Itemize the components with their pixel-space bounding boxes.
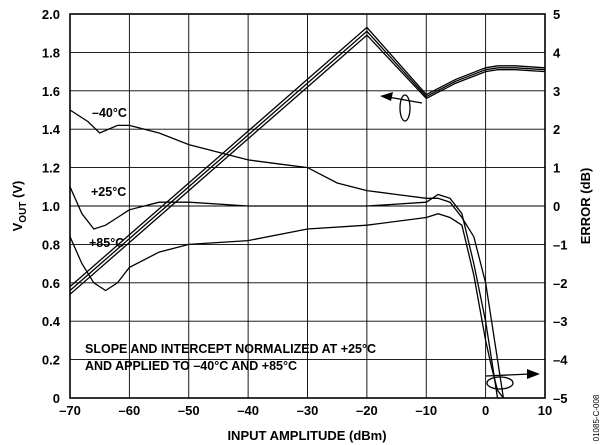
y2-tick-label: –4 (553, 353, 568, 368)
error-line-2 (70, 186, 499, 398)
y2-axis-title-group: ERROR (dB) (578, 168, 593, 245)
arrow-left-vout-axis (380, 92, 423, 122)
arrow-right-shaft (485, 373, 531, 377)
y2-tick-label: 0 (553, 199, 560, 214)
plot-frame (69, 13, 546, 399)
y2-tick-label: 2 (553, 122, 560, 137)
x-tick-label: –70 (59, 403, 81, 418)
y2-tick-label: 3 (553, 84, 560, 99)
x-tick-label: –30 (297, 403, 319, 418)
y-axis-title-main: V (10, 222, 25, 231)
x-tick-labels: –70 –60 –50 –40 –30 –20 –10 0 10 (59, 403, 552, 418)
y2-tick-label: 5 (553, 7, 560, 22)
y-tick-label: 1.6 (42, 84, 60, 99)
error-line-1 (70, 109, 505, 398)
vout-line-1 (70, 34, 545, 295)
x-tick-label: –40 (237, 403, 259, 418)
figure-id: 01085-C-008 (592, 394, 601, 441)
y-tick-labels: 0 0.2 0.4 0.6 0.8 1.0 1.2 1.4 1.6 1.8 2.0 (42, 7, 61, 406)
y-tick-label: 2.0 (42, 7, 60, 22)
y-tick-label: 1.4 (42, 122, 61, 137)
arrow-right-error-axis (485, 369, 540, 390)
arrow-left-ellipse (399, 94, 411, 122)
error-line-3 (70, 213, 504, 398)
y2-tick-labels: –5 –4 –3 –2 –1 0 1 2 3 4 5 (553, 7, 568, 406)
arrow-left-shaft (387, 96, 423, 104)
y-tick-label: 0.6 (42, 276, 60, 291)
x-tick-label: –20 (356, 403, 378, 418)
y2-tick-label: –2 (553, 276, 567, 291)
y2-tick-label: 4 (553, 45, 561, 60)
y2-tick-label: –5 (553, 391, 567, 406)
vout-line-2 (70, 30, 545, 291)
y2-tick-label: –3 (553, 314, 567, 329)
label-25c: +25°C (91, 185, 126, 199)
y-axis-title-rest: (V) (10, 181, 25, 202)
y2-tick-label: –1 (553, 237, 567, 252)
arrow-right-ellipse (486, 376, 514, 390)
svg-text:VOUT (V): VOUT (V) (10, 181, 29, 232)
y-axis-title-group: VOUT (V) (10, 181, 29, 232)
x-tick-label: 0 (482, 403, 489, 418)
x-tick-label: –60 (119, 403, 141, 418)
label-neg40c: –40°C (92, 106, 127, 120)
vout-line-3 (70, 26, 545, 288)
y-tick-label: 0.2 (42, 353, 60, 368)
note-line-2: AND APPLIED TO –40°C AND +85°C (85, 359, 297, 373)
y-tick-label: 0.8 (42, 237, 60, 252)
x-axis-title: INPUT AMPLITUDE (dBm) (227, 428, 386, 443)
label-85c: +85°C (89, 236, 124, 250)
y-tick-label: 0 (53, 391, 60, 406)
y-tick-label: 1.2 (42, 161, 60, 176)
y-tick-label: 1.8 (42, 45, 60, 60)
arrow-left-head (380, 92, 393, 101)
y-tick-label: 0.4 (42, 314, 61, 329)
series-layer (70, 26, 545, 398)
note-line-1: SLOPE AND INTERCEPT NORMALIZED AT +25°C (85, 342, 376, 356)
x-tick-label: –50 (178, 403, 200, 418)
x-tick-label: 10 (538, 403, 552, 418)
y2-axis-title: ERROR (dB) (578, 168, 593, 245)
x-tick-label: –10 (415, 403, 437, 418)
y-tick-label: 1.0 (42, 199, 60, 214)
y2-tick-label: 1 (553, 161, 560, 176)
y-axis-title-sub: OUT (18, 202, 29, 223)
arrow-right-head (527, 369, 540, 379)
figure-id-group: 01085-C-008 (592, 394, 601, 441)
